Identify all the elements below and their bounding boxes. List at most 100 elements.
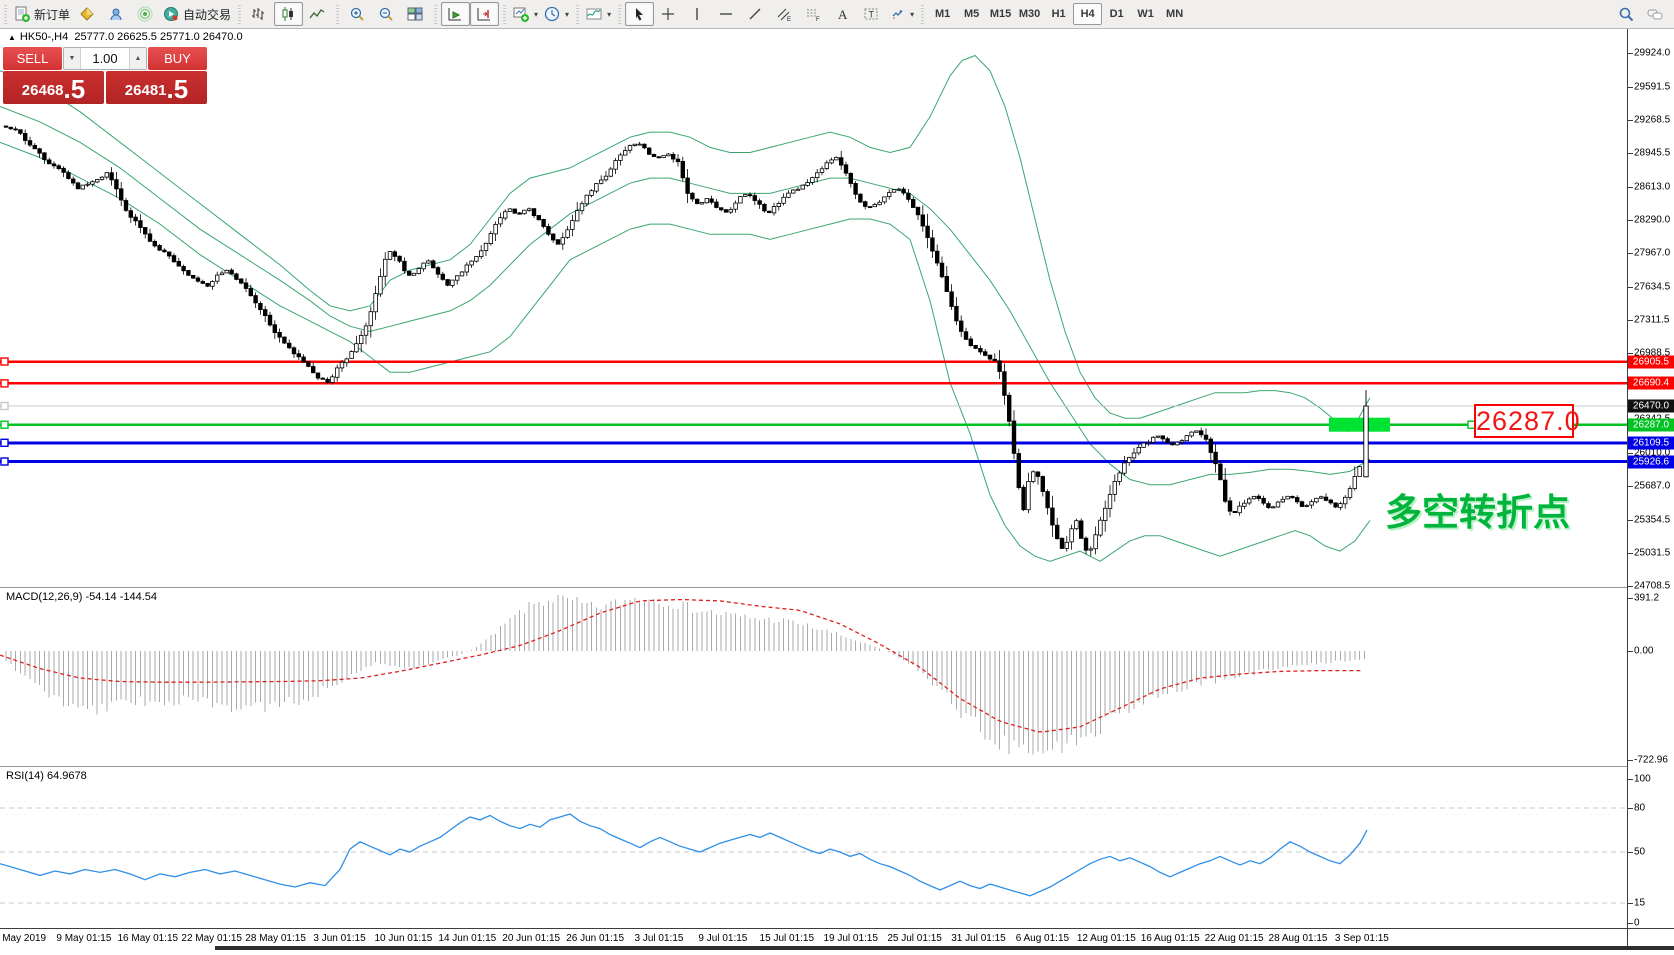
timeframe-m5-button[interactable]: M5 xyxy=(963,8,980,20)
periods-dropdown-caret-icon[interactable]: ▾ xyxy=(565,9,570,19)
arrows-dropdown[interactable]: ▾ xyxy=(886,2,917,26)
axis-tick-mark xyxy=(1628,923,1633,924)
volume-increase-button[interactable]: ▲ xyxy=(129,48,146,69)
line-chart-button[interactable] xyxy=(303,2,332,26)
autotrading-button[interactable]: 自动交易 xyxy=(160,2,234,26)
volume-decrease-button[interactable]: ▼ xyxy=(64,48,81,69)
chart-symbol-period: HK50-,H4 xyxy=(19,31,69,43)
timeframe-m30-button[interactable]: M30 xyxy=(1018,8,1041,20)
bar-chart-button[interactable] xyxy=(245,2,274,26)
rsi-line xyxy=(0,813,1368,897)
sell-price-button[interactable]: 26468 .5 xyxy=(3,71,104,104)
horizontal-line-button[interactable] xyxy=(712,2,741,26)
candles-icon xyxy=(280,6,297,23)
time-label: 9 May 01:15 xyxy=(56,933,112,944)
hline-icon xyxy=(718,6,735,23)
autotrading-button-label: 自动交易 xyxy=(183,7,232,22)
new-chart-dropdown[interactable]: ▾ xyxy=(510,2,541,26)
annotation-text[interactable]: 多空转折点 xyxy=(1385,492,1570,533)
buy-button[interactable]: BUY xyxy=(148,47,207,70)
line-handle xyxy=(0,457,9,466)
toolbar-separator xyxy=(334,3,342,25)
line-handle xyxy=(0,379,9,388)
indicators-dropdown[interactable]: ▾ xyxy=(583,2,614,26)
equidistant-channel-button[interactable]: E xyxy=(770,2,799,26)
axis-tick-mark xyxy=(1628,808,1633,810)
axis-tick-mark xyxy=(1628,520,1633,521)
chart-shift-button[interactable] xyxy=(470,2,500,26)
cursor-button[interactable] xyxy=(625,2,655,26)
toolbar-separator xyxy=(432,3,440,25)
search-button[interactable] xyxy=(1612,2,1641,26)
trend-icon xyxy=(747,6,764,23)
timeframe-w1-button[interactable]: W1 xyxy=(1137,8,1154,20)
trendline-button[interactable] xyxy=(741,2,770,26)
text-button[interactable]: A xyxy=(828,2,857,26)
axis-tick-mark xyxy=(1628,903,1633,905)
sell-price-main: 26468 xyxy=(21,82,64,99)
axis-tick-mark xyxy=(1628,87,1633,88)
crosshair-button[interactable] xyxy=(654,2,683,26)
timeframe-m15-button[interactable]: M15 xyxy=(989,8,1012,20)
candles xyxy=(3,125,1362,557)
price-tick-25031.5: 25031.5 xyxy=(1634,547,1671,559)
axis-tick-mark xyxy=(1628,120,1633,121)
community-button[interactable] xyxy=(1641,2,1670,26)
time-axis-border xyxy=(0,928,1674,929)
axis-tick-mark xyxy=(1628,53,1633,54)
vertical-line-button[interactable] xyxy=(683,2,712,26)
new-chart-dropdown-caret-icon[interactable]: ▾ xyxy=(534,9,539,19)
time-label: 3 May 2019 xyxy=(0,933,47,944)
line-handle xyxy=(0,420,9,429)
autotrading-icon xyxy=(163,6,180,23)
price-callout-box[interactable]: 26287.0 xyxy=(1474,404,1581,438)
line-handle xyxy=(0,438,9,447)
market-watch-button[interactable] xyxy=(131,2,160,26)
candlestick-chart-button[interactable] xyxy=(274,2,304,26)
horizontal-scrollbar-thumb[interactable] xyxy=(215,946,1674,950)
chart-title: ▲ HK50-,H4 25777.0 26625.5 25771.0 26470.… xyxy=(8,31,243,43)
timeframe-m1-button[interactable]: M1 xyxy=(934,8,951,20)
time-label: 6 Aug 01:15 xyxy=(1015,933,1070,944)
pane-separator[interactable] xyxy=(0,766,1627,767)
time-label: 26 Jun 01:15 xyxy=(566,933,625,944)
volume-value[interactable]: 1.00 xyxy=(92,51,118,66)
tile-windows-button[interactable] xyxy=(401,2,430,26)
arrows-dropdown-caret-icon[interactable]: ▾ xyxy=(910,9,915,19)
chat-icon xyxy=(1647,6,1664,23)
timeframe-d1-button[interactable]: D1 xyxy=(1109,8,1124,20)
bollinger-lower-band xyxy=(0,141,1371,562)
toolbar-separator xyxy=(2,3,9,25)
macd-pane[interactable] xyxy=(0,588,1674,766)
timeframe-h4-button[interactable]: H4 xyxy=(1073,3,1103,25)
timeframe-h1-button[interactable]: H1 xyxy=(1051,8,1066,20)
pane-separator[interactable] xyxy=(0,587,1627,588)
buy-price-button[interactable]: 26481 .5 xyxy=(106,71,207,104)
collapse-triangle-icon[interactable]: ▲ xyxy=(8,33,16,42)
main-chart-pane[interactable] xyxy=(0,29,1674,587)
rsi-pane[interactable] xyxy=(0,767,1674,928)
svg-text:T: T xyxy=(869,9,875,19)
profiles-button[interactable] xyxy=(102,2,131,26)
auto-scroll-button[interactable] xyxy=(441,2,471,26)
zoom-out-button[interactable] xyxy=(372,2,401,26)
indicators-dropdown-caret-icon[interactable]: ▾ xyxy=(607,9,612,19)
axis-tick-mark xyxy=(1628,220,1633,221)
new-chart-button[interactable] xyxy=(73,2,102,26)
rsi-tick-50: 50 xyxy=(1634,846,1646,858)
sell-button[interactable]: SELL xyxy=(3,47,62,70)
chart-ohlc-values: 25777.0 26625.5 25771.0 26470.0 xyxy=(74,31,243,43)
newchart-icon xyxy=(513,6,530,23)
green-highlight-rect xyxy=(1329,417,1390,432)
toolbar-separator xyxy=(919,3,927,25)
profiles-icon xyxy=(108,6,125,23)
periods-dropdown[interactable]: ▾ xyxy=(541,2,572,26)
price-tick-29924: 29924.0 xyxy=(1634,47,1671,59)
zoom-in-button[interactable] xyxy=(343,2,372,26)
timeframe-mn-button[interactable]: MN xyxy=(1166,8,1184,20)
fibonacci-button[interactable]: F xyxy=(799,2,828,26)
text-label-button[interactable]: T xyxy=(857,2,886,26)
time-label: 12 Aug 01:15 xyxy=(1076,933,1136,944)
axis-tick-mark xyxy=(1628,486,1633,487)
new-order-button[interactable]: 新订单 xyxy=(11,2,73,26)
